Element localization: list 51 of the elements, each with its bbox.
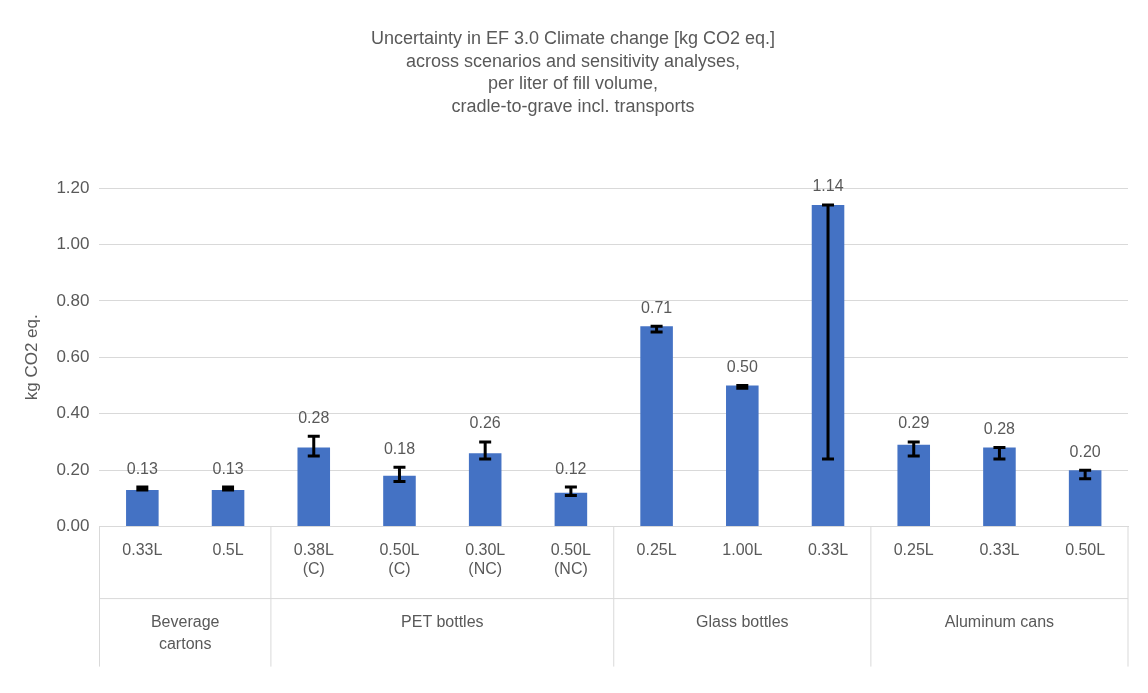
text: per liter of fill volume, xyxy=(487,73,659,94)
data-label: 0.71 xyxy=(641,298,673,316)
bar xyxy=(1068,470,1102,527)
y-tick-label: 0.20 xyxy=(56,459,90,479)
y-tick-label: 0.60 xyxy=(56,346,90,366)
x-tick-label: 1.00L xyxy=(722,540,763,558)
bar xyxy=(126,489,159,527)
y-tick-label: 0.00 xyxy=(56,516,90,536)
text: PET bottles xyxy=(401,613,484,631)
x-tick-label: 0.50L (NC) xyxy=(550,540,592,577)
x-tick-label: 0.33L xyxy=(979,540,1020,558)
data-label: 0.28 xyxy=(983,420,1016,437)
data-label: 0.18 xyxy=(383,439,416,457)
text: Aluminum cans xyxy=(944,613,1055,631)
y-tick-label: 0.40 xyxy=(56,403,90,423)
text: cradle-to-grave incl. transports xyxy=(451,95,695,116)
text: Beverage cartons xyxy=(150,613,220,653)
data-label: 0.13 xyxy=(126,459,159,477)
x-tick-label: 0.38L (C) xyxy=(293,540,334,577)
bar xyxy=(468,453,502,527)
bar xyxy=(554,492,588,527)
bar xyxy=(983,447,1016,527)
x-tick-label: 0.33L xyxy=(807,540,849,558)
data-label: 0.12 xyxy=(555,459,587,477)
data-label: 0.29 xyxy=(898,414,930,432)
data-label: 0.26 xyxy=(469,414,501,432)
text: Uncertainty in EF 3.0 Climate change [kg CO2 eq.] xyxy=(370,28,776,49)
text: across scenarios and sensitivity analyses, xyxy=(405,50,741,71)
x-tick-label: 0.50L (C) xyxy=(379,540,420,577)
bar xyxy=(383,475,416,527)
bar xyxy=(640,326,673,527)
y-tick-label: 1.00 xyxy=(56,234,90,254)
bar xyxy=(726,385,759,527)
data-label: 1.14 xyxy=(812,177,844,195)
x-tick-label: 0.5L xyxy=(212,540,244,558)
y-tick-label: 1.20 xyxy=(56,177,90,197)
data-label: 0.28 xyxy=(298,408,330,426)
data-label: 0.20 xyxy=(1069,442,1101,460)
x-tick-label: 0.50L xyxy=(1065,540,1106,558)
bar xyxy=(297,447,331,527)
x-tick-label: 0.30L (NC) xyxy=(465,540,506,577)
bar xyxy=(897,444,931,527)
bar xyxy=(211,489,245,527)
x-tick-label: 0.33L xyxy=(122,540,163,558)
y-tick-label: 0.80 xyxy=(56,290,90,310)
x-tick-label: 0.25L xyxy=(636,540,677,558)
data-label: 0.50 xyxy=(726,357,758,375)
text: Glass bottles xyxy=(696,613,789,631)
y-axis-title: kg CO2 eq. xyxy=(21,314,41,401)
data-label: 0.13 xyxy=(212,459,244,477)
x-tick-label: 0.25L xyxy=(893,540,934,558)
